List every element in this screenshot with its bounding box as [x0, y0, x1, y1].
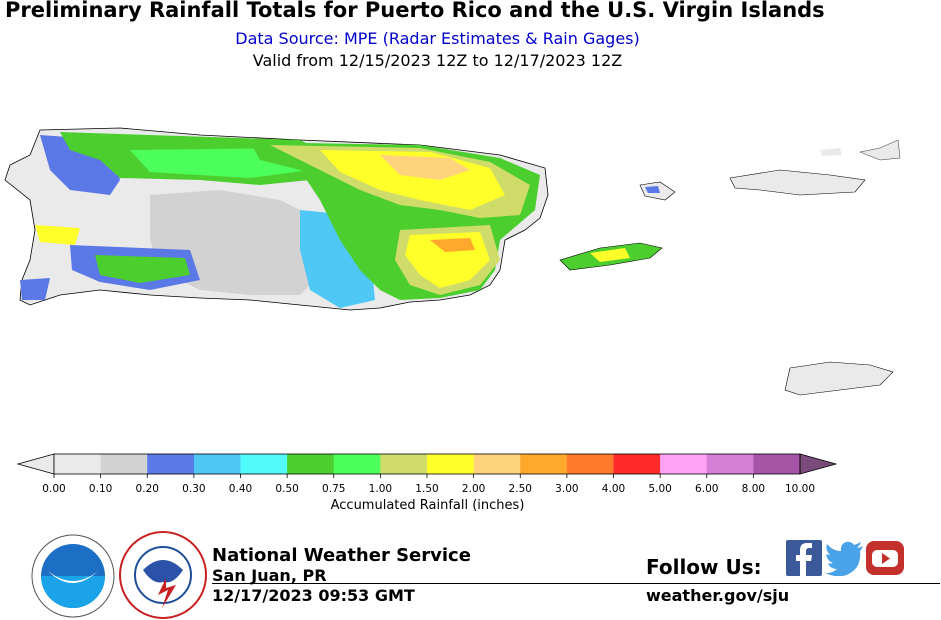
colorbar-swatch [147, 454, 195, 474]
data-source: Data Source: MPE (Radar Estimates & Rain… [235, 29, 640, 48]
colorbar-tick-label: 0.75 [322, 483, 345, 495]
office-location: San Juan, PR [212, 566, 327, 585]
colorbar-swatch [54, 454, 102, 474]
nws-logo [119, 531, 207, 619]
colorbar-swatch [753, 454, 801, 474]
noaa-logo [31, 534, 115, 618]
map-title: Preliminary Rainfall Totals for Puerto R… [5, 0, 825, 22]
youtube-icon[interactable] [866, 541, 904, 575]
colorbar-tick-label: 0.10 [89, 483, 112, 495]
colorbar-swatch [240, 454, 288, 474]
colorbar-swatch [473, 454, 521, 474]
colorbar-swatch [193, 454, 241, 474]
rainfall-map [4, 127, 901, 396]
colorbar-swatch [427, 454, 475, 474]
colorbar-tick-label: 1.00 [369, 483, 392, 495]
islet [820, 148, 842, 156]
st-thomas-island [729, 169, 866, 196]
colorbar-swatch [287, 454, 335, 474]
issued-timestamp: 12/17/2023 09:53 GMT [212, 586, 415, 605]
puerto-rico-island [4, 127, 549, 311]
valid-period: Valid from 12/15/2023 12Z to 12/17/2023 … [252, 51, 623, 70]
colorbar-tick-label: 2.00 [462, 483, 485, 495]
colorbar-swatch [380, 454, 428, 474]
colorbar-tick-label: 0.00 [42, 483, 65, 495]
colorbar-tick-label: 0.50 [275, 483, 298, 495]
colorbar-swatch [706, 454, 754, 474]
follow-us-label: Follow Us: [646, 555, 762, 579]
colorbar-over-arrow [799, 453, 838, 475]
culebra-rain [645, 186, 660, 193]
colorbar-under-arrow [16, 453, 55, 475]
colorbar-outline [53, 453, 801, 475]
st-croix-island [784, 361, 894, 396]
colorbar-swatch [660, 454, 708, 474]
colorbar-tick-label: 2.50 [509, 483, 532, 495]
colorbar-tick-label: 10.00 [785, 483, 815, 495]
colorbar-swatch [333, 454, 381, 474]
rainfall-colorbar: 0.00 0.10 0.20 0.30 0.40 0.50 0.75 1.00 1.50 2.00… [16, 453, 838, 495]
colorbar-swatch [100, 454, 148, 474]
colorbar-swatch [613, 454, 661, 474]
vieques-island [559, 242, 663, 271]
colorbar-label: Accumulated Rainfall (inches) [330, 498, 525, 513]
footer-divider [212, 583, 940, 584]
twitter-icon[interactable] [825, 540, 865, 576]
organization-name: National Weather Service [212, 545, 471, 566]
colorbar-tick-label: 5.00 [648, 483, 671, 495]
colorbar-tick-label: 4.00 [602, 483, 625, 495]
colorbar-tick-label: 3.00 [555, 483, 578, 495]
colorbar-tick-label: 0.40 [229, 483, 252, 495]
colorbar-tick-label: 0.20 [136, 483, 159, 495]
colorbar-tick-label: 1.50 [415, 483, 438, 495]
colorbar-swatch [566, 454, 614, 474]
colorbar-tick-label: 0.30 [182, 483, 205, 495]
facebook-icon[interactable] [786, 540, 822, 576]
colorbar-swatch [520, 454, 568, 474]
website-link[interactable]: weather.gov/sju [646, 586, 790, 605]
northeast-cays [859, 139, 901, 161]
colorbar-tick-label: 6.00 [695, 483, 718, 495]
colorbar-tick-label: 8.00 [742, 483, 765, 495]
